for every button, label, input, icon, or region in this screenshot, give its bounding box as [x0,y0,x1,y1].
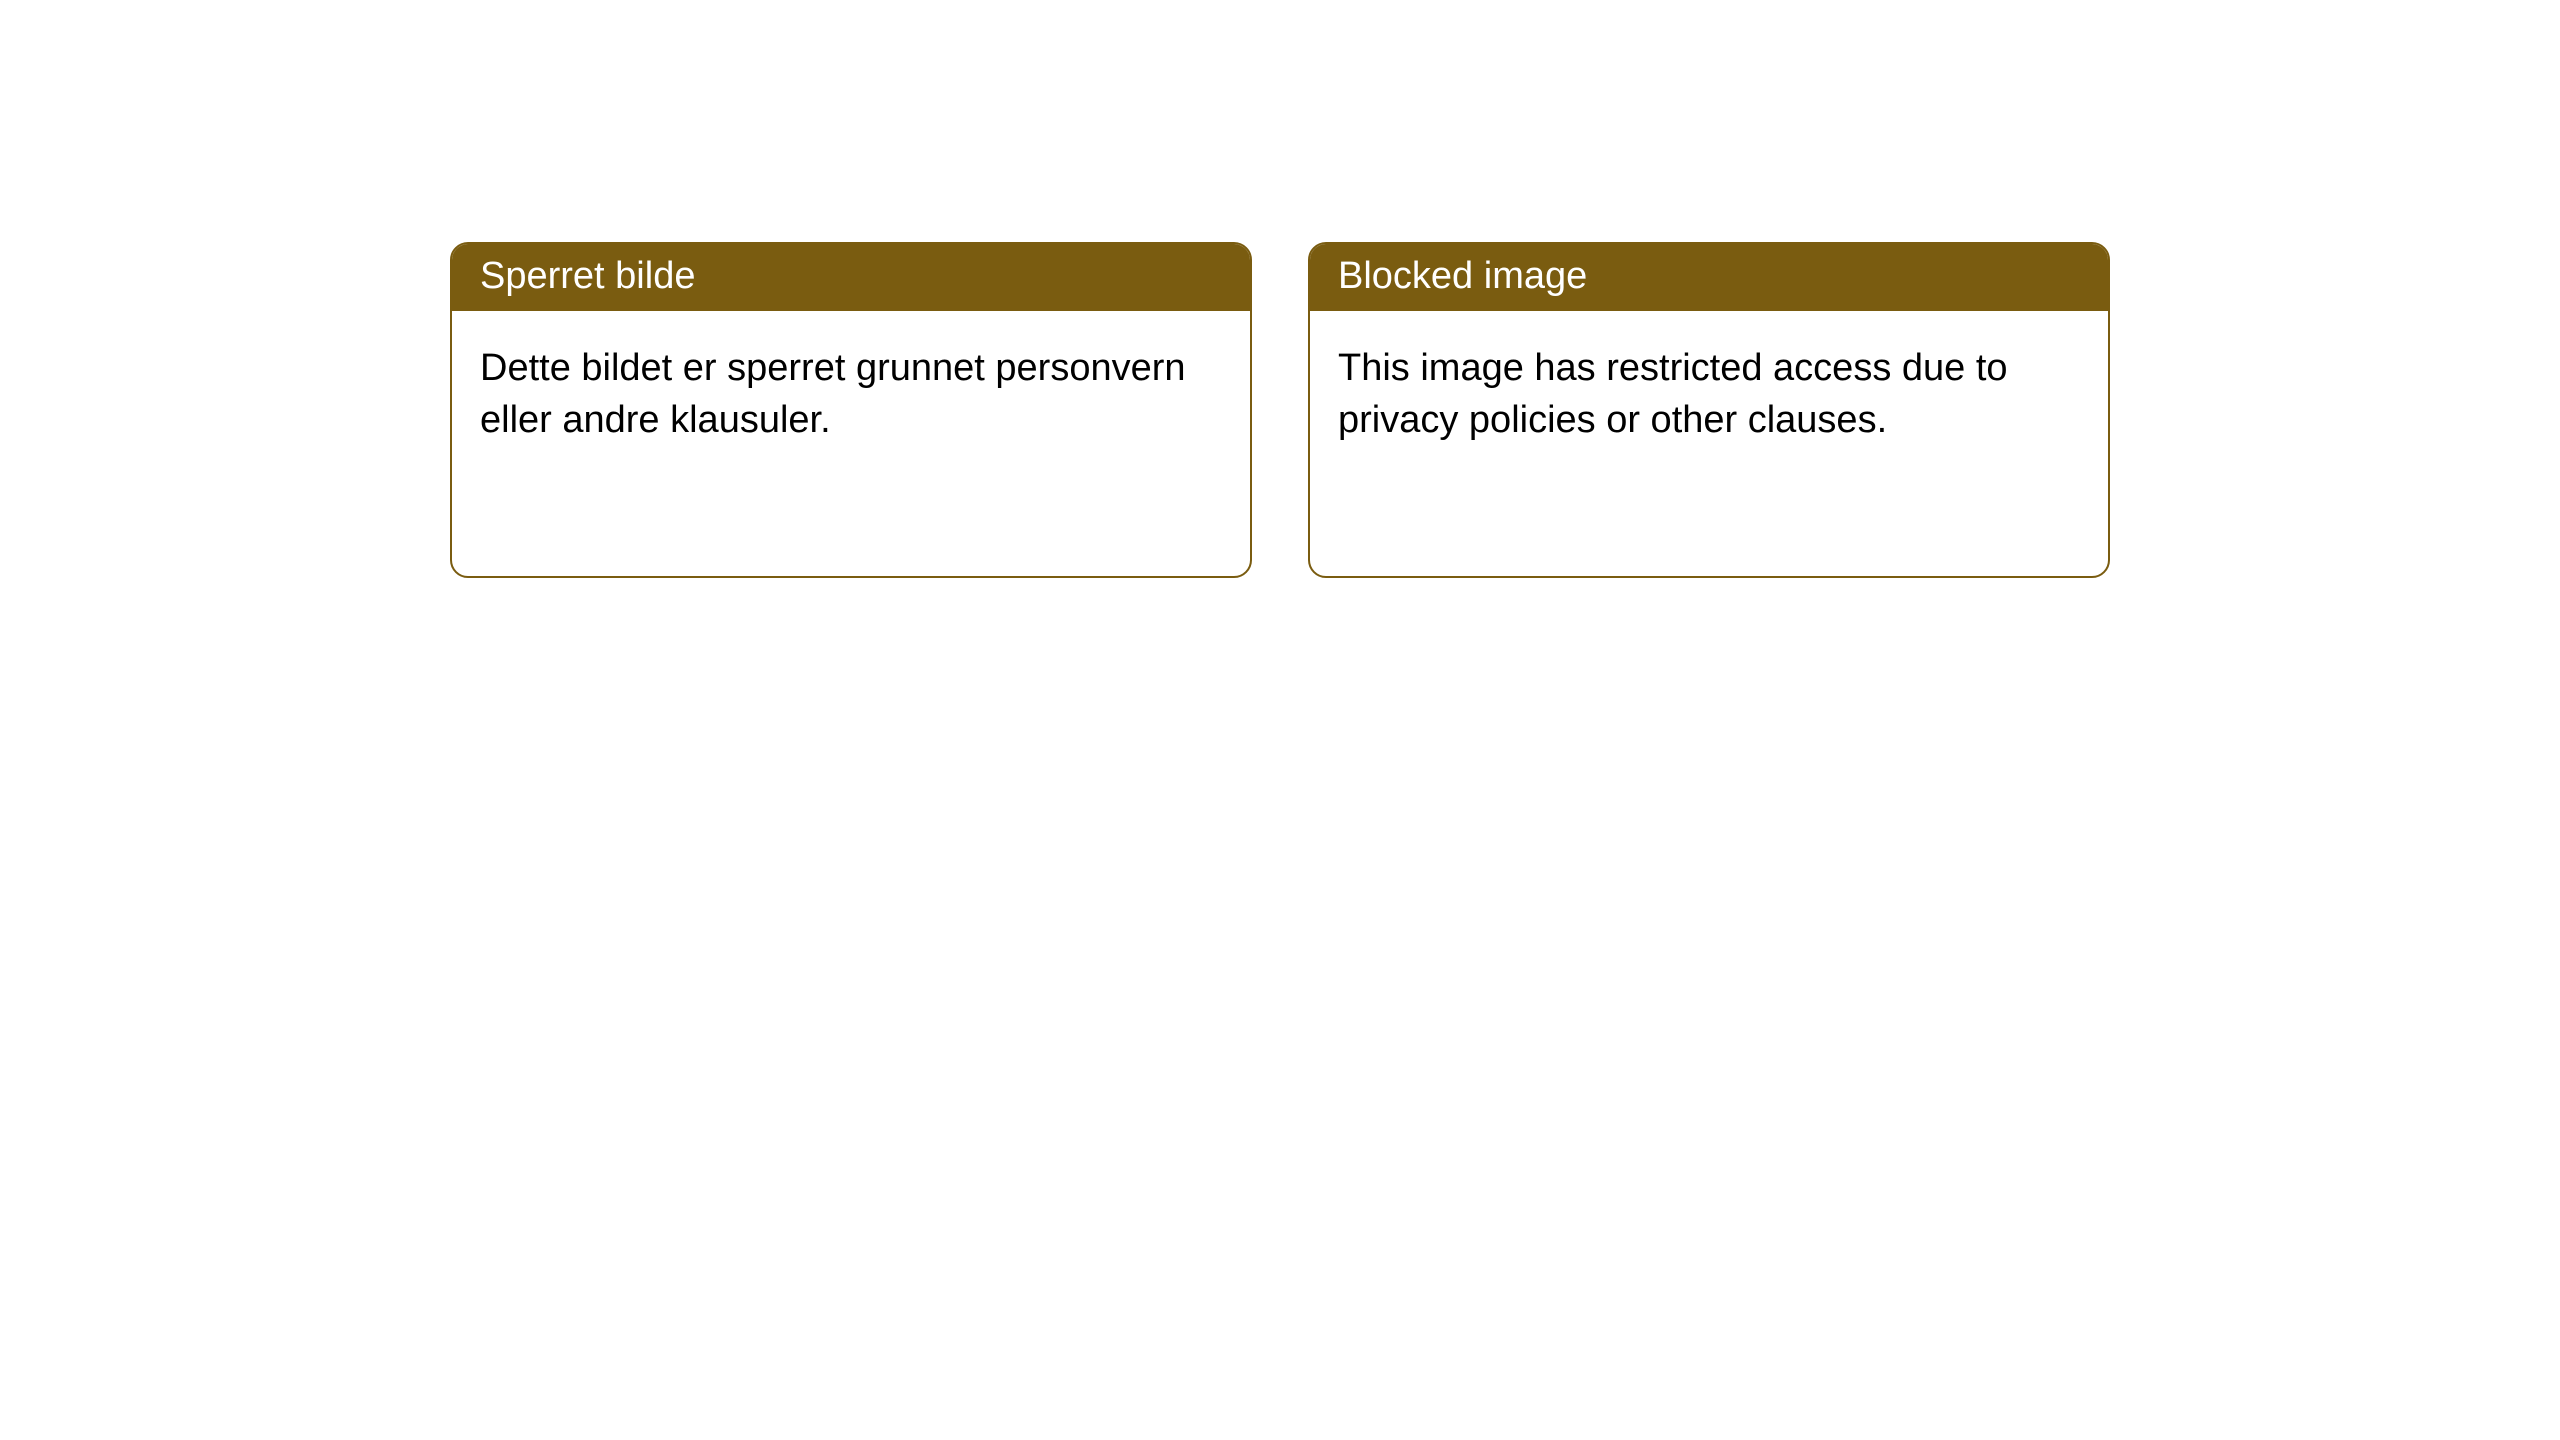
notice-header: Sperret bilde [452,244,1250,311]
notice-body-text: Dette bildet er sperret grunnet personve… [452,311,1250,478]
notice-container: Sperret bilde Dette bildet er sperret gr… [0,0,2560,578]
notice-card-english: Blocked image This image has restricted … [1308,242,2110,578]
notice-body-text: This image has restricted access due to … [1310,311,2108,478]
notice-header: Blocked image [1310,244,2108,311]
notice-card-norwegian: Sperret bilde Dette bildet er sperret gr… [450,242,1252,578]
